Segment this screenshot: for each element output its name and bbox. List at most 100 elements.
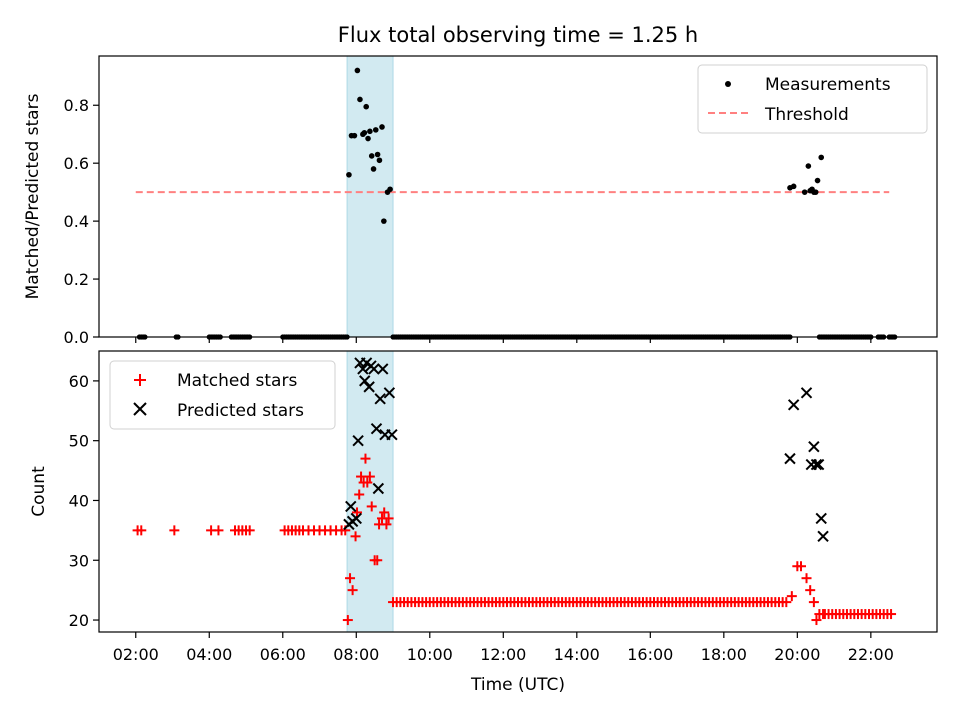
matched-star-point xyxy=(360,453,371,464)
matched-star-point xyxy=(383,513,394,524)
top-y-tick-label: 0.4 xyxy=(64,212,89,231)
predicted-star-point xyxy=(345,500,357,513)
top-axes-frame xyxy=(98,55,938,338)
measurement-point xyxy=(357,96,363,103)
bottom-axes-frame xyxy=(98,350,938,633)
measurement-point xyxy=(381,218,387,224)
matched-star-point xyxy=(213,525,224,536)
matched-star-point xyxy=(366,501,377,512)
matched-star-point xyxy=(379,507,390,518)
measurement-point xyxy=(812,189,819,195)
measurement-point xyxy=(814,177,821,184)
matched-star-point xyxy=(805,585,816,596)
measurement-point xyxy=(790,183,797,190)
predicted-star-point xyxy=(383,387,396,399)
bottom-x-tick-label: 18:00 xyxy=(701,645,747,664)
legend-marker-measurements xyxy=(725,81,731,87)
bottom-x-tick-label: 02:00 xyxy=(113,645,159,664)
matched-star-point xyxy=(345,573,356,584)
bottom-x-tick-label: 10:00 xyxy=(407,645,453,664)
matched-star-point xyxy=(362,477,373,488)
measurement-point xyxy=(805,163,812,169)
predicted-star-point xyxy=(815,512,827,525)
legend-label-measurements: Measurements xyxy=(765,75,891,95)
predicted-star-point xyxy=(808,440,820,453)
predicted-star-point xyxy=(810,458,823,471)
matched-star-point xyxy=(244,525,255,536)
matched-star-point xyxy=(801,573,812,584)
measurement-point xyxy=(368,153,375,159)
top-y-tick-label: 0.6 xyxy=(64,154,89,173)
predicted-star-point xyxy=(812,458,825,471)
bottom-x-tick-label: 14:00 xyxy=(554,645,600,664)
matched-star-point xyxy=(136,525,147,536)
predicted-star-point xyxy=(817,530,829,543)
bottom-x-tick-label: 04:00 xyxy=(186,645,232,664)
matched-star-point xyxy=(811,615,822,626)
bottom-x-axis: 02:00 04:00 06:00 08:00 10:00 12:00 14:00 16:00… xyxy=(113,632,894,664)
bottom-y-tick-label: 30 xyxy=(69,551,89,570)
measurement-point xyxy=(374,151,381,158)
predicted-star-point xyxy=(386,428,398,441)
bottom-plot-area xyxy=(132,357,897,626)
matched-star-point xyxy=(364,471,375,482)
predicted-star-point xyxy=(370,423,383,435)
bottom-x-tick-label: 12:00 xyxy=(480,645,526,664)
measurement-point xyxy=(351,132,358,139)
top-shaded-interval xyxy=(346,55,394,338)
predicted-star-point xyxy=(363,381,375,393)
legend-marker-matched xyxy=(134,374,146,386)
measurement-point xyxy=(387,186,393,193)
chart-title: Flux total observing time = 1.25 h xyxy=(338,23,698,47)
measurement-point xyxy=(361,129,368,136)
measurement-point xyxy=(367,128,373,135)
top-y-tick-label: 0.2 xyxy=(64,270,89,289)
top-x-ticks xyxy=(135,337,872,343)
measurement-point xyxy=(818,154,825,161)
matched-star-point xyxy=(356,471,367,482)
bottom-y-tick-label: 50 xyxy=(69,432,89,451)
predicted-star-point xyxy=(359,375,371,387)
legend-label-threshold: Threshold xyxy=(764,105,849,125)
legend-label-predicted: Predicted stars xyxy=(177,401,304,421)
bottom-y-tick-label: 20 xyxy=(69,611,89,630)
top-panel: 0.00.20.40.60.8 Matched/Predicted stars … xyxy=(23,55,938,347)
predicted-star-point xyxy=(368,363,380,375)
measurement-point xyxy=(376,157,383,164)
predicted-star-point xyxy=(357,363,369,375)
predicted-star-point xyxy=(350,512,362,525)
top-y-axis-label: Matched/Predicted stars xyxy=(23,93,43,299)
predicted-star-point xyxy=(372,482,385,495)
x-axis-label: Time (UTC) xyxy=(470,675,565,695)
legend-label-matched: Matched stars xyxy=(177,371,297,391)
top-y-axis: 0.0 0.2 0.4 0.6 0.8 xyxy=(64,96,99,347)
predicted-star-point xyxy=(800,387,813,399)
matched-star-point xyxy=(342,615,353,626)
matched-star-point xyxy=(796,561,807,572)
predicted-star-point xyxy=(784,452,796,465)
measurement-point xyxy=(801,189,808,195)
bottom-y-tick-label: 40 xyxy=(69,491,89,510)
measurement-point xyxy=(379,124,385,130)
bottom-x-tick-label: 16:00 xyxy=(627,645,673,664)
measurement-point xyxy=(370,166,377,172)
bottom-x-tick-label: 06:00 xyxy=(260,645,306,664)
bottom-y-axis-label: Count xyxy=(29,466,49,517)
measurement-point xyxy=(363,103,370,110)
bottom-x-tick-label: 20:00 xyxy=(774,645,820,664)
top-legend: Measurements Threshold xyxy=(697,64,928,134)
top-y-tick-label: 0.0 xyxy=(64,328,89,347)
legend-marker-predicted xyxy=(133,402,147,416)
bottom-x-tick-label: 22:00 xyxy=(848,645,894,664)
bottom-x-tick-label: 08:00 xyxy=(333,645,379,664)
bottom-panel: 20 30 40 50 60 02:00 04:00 06:00 08:00 10:00 12:0… xyxy=(29,350,938,695)
matched-star-point xyxy=(818,609,829,620)
matched-star-point xyxy=(886,609,897,620)
top-y-tick-label: 0.8 xyxy=(64,96,89,115)
predicted-star-point xyxy=(374,393,386,405)
bottom-legend: Matched stars Predicted stars xyxy=(109,360,336,430)
matched-star-point xyxy=(347,585,358,596)
matched-star-point xyxy=(350,531,361,542)
measurement-point xyxy=(365,135,371,142)
